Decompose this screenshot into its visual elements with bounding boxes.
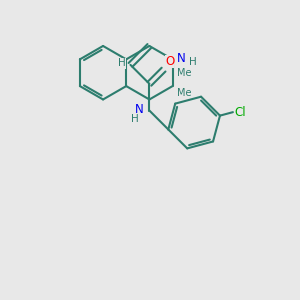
Text: H: H xyxy=(131,114,139,124)
Text: H: H xyxy=(189,57,197,67)
Text: N: N xyxy=(176,52,185,65)
Text: Cl: Cl xyxy=(234,106,246,119)
Text: N: N xyxy=(135,103,144,116)
Text: Me: Me xyxy=(177,68,191,78)
Text: H: H xyxy=(118,58,126,68)
Text: O: O xyxy=(165,55,174,68)
Text: Me: Me xyxy=(177,88,191,98)
